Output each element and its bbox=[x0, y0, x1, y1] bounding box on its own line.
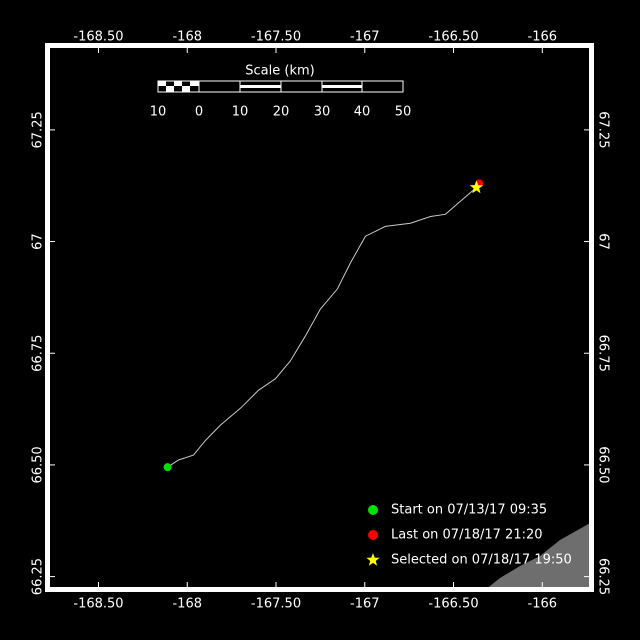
scale-seg bbox=[182, 86, 190, 92]
map-frame bbox=[45, 43, 594, 592]
x-tick-label: -166 bbox=[528, 30, 558, 45]
legend-label: Start on 07/13/17 09:35 bbox=[391, 503, 547, 518]
y-tick-label: 66.50 bbox=[31, 446, 46, 483]
track-point bbox=[163, 463, 172, 472]
land bbox=[485, 522, 592, 590]
drift-track bbox=[167, 183, 480, 468]
scale-seg bbox=[240, 85, 281, 88]
y-tick-label: 66.25 bbox=[596, 558, 611, 595]
x-tick-label: -168.50 bbox=[73, 30, 123, 45]
y-tick-label: 66.75 bbox=[31, 335, 46, 372]
y-tick-label: 67 bbox=[596, 233, 611, 250]
scale-label: 40 bbox=[354, 105, 371, 120]
scale-seg bbox=[190, 81, 199, 86]
scale-label: 0 bbox=[195, 105, 203, 120]
y-tick-label: 67 bbox=[31, 233, 46, 250]
legend-symbol bbox=[368, 530, 378, 540]
x-tick-label: -168.50 bbox=[73, 597, 123, 612]
x-tick-label: -167.50 bbox=[251, 30, 301, 45]
scale-label: 30 bbox=[314, 105, 331, 120]
x-tick-label: -167 bbox=[350, 597, 380, 612]
scale-seg bbox=[166, 86, 174, 92]
x-tick-label: -167 bbox=[350, 30, 380, 45]
x-tick-label: -168 bbox=[172, 30, 202, 45]
x-tick-label: -166.50 bbox=[428, 30, 478, 45]
legend-symbol bbox=[366, 553, 380, 566]
track-point bbox=[469, 180, 484, 194]
y-tick-label: 67.25 bbox=[596, 111, 611, 148]
scale-bar: Scale (km) 10 0 10 20 30 40 50 bbox=[150, 64, 412, 120]
legend-label: Last on 07/18/17 21:20 bbox=[391, 528, 543, 543]
x-tick-label: -168 bbox=[172, 597, 202, 612]
scale-label: 10 bbox=[150, 105, 167, 120]
y-tick-label: 67.25 bbox=[31, 111, 46, 148]
scale-title: Scale (km) bbox=[245, 64, 314, 79]
x-tick-label: -166 bbox=[528, 597, 558, 612]
legend-symbol bbox=[368, 505, 378, 515]
x-tick-label: -167.50 bbox=[251, 597, 301, 612]
scale-seg bbox=[174, 81, 182, 86]
scale-seg bbox=[158, 81, 166, 86]
scale-seg bbox=[322, 85, 362, 88]
scale-label: 50 bbox=[395, 105, 412, 120]
x-tick-label: -166.50 bbox=[428, 597, 478, 612]
y-tick-label: 66.50 bbox=[596, 446, 611, 483]
y-tick-label: 66.25 bbox=[31, 558, 46, 595]
scale-label: 20 bbox=[273, 105, 290, 120]
legend-label: Selected on 07/18/17 19:50 bbox=[391, 553, 572, 568]
y-tick-label: 66.75 bbox=[596, 335, 611, 372]
scale-label: 10 bbox=[232, 105, 249, 120]
